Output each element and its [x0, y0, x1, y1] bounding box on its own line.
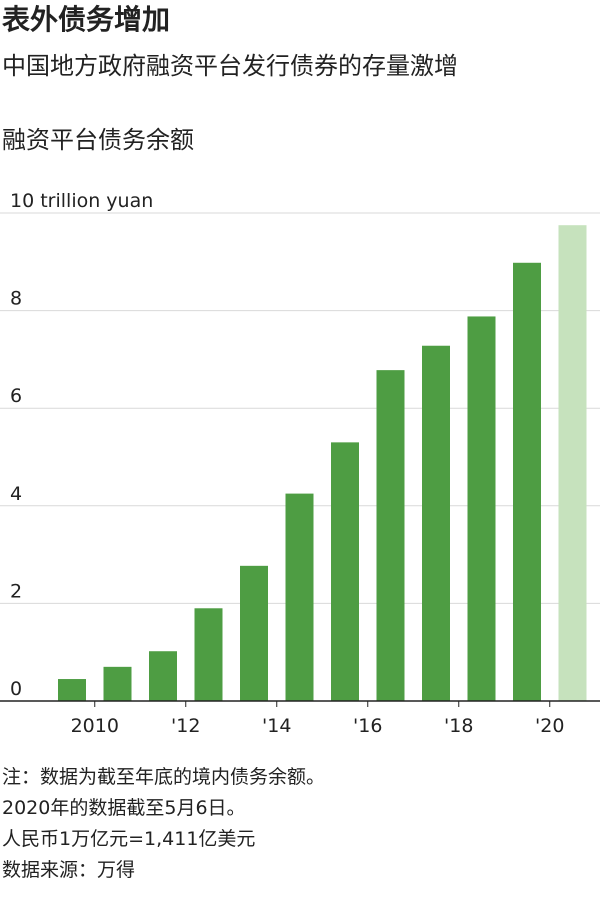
grid-lines — [0, 212, 600, 604]
bar-2018 — [467, 316, 496, 701]
y-tick-label: 4 — [10, 483, 22, 505]
note-line: 注：数据为截至年底的境内债务余额。 — [2, 766, 326, 788]
bar-chart: 0 2 4 6 8 10 trillion yuan 2010 '12 '14 '16 '18 '20 — [0, 190, 600, 737]
note-line: 2020年的数据截至5月6日。 — [2, 797, 246, 819]
bar-2011 — [149, 651, 177, 701]
y-tick-label: 8 — [10, 288, 22, 310]
y-tick-label: 2 — [10, 580, 22, 602]
footnotes: 注：数据为截至年底的境内债务余额。 2020年的数据截至5月6日。 人民币1万亿… — [2, 762, 325, 886]
bar-2012 — [194, 608, 223, 701]
page-title: 表外债务增加 — [2, 3, 171, 36]
x-tick-label: 2010 — [71, 715, 119, 737]
bar-2010 — [103, 666, 132, 701]
bars — [0, 225, 600, 707]
bar-2020 — [558, 225, 587, 701]
bar-2009 — [58, 679, 86, 701]
chart-title: 融资平台债务余额 — [2, 126, 194, 154]
bar-2013 — [240, 565, 268, 701]
bar-2015 — [331, 442, 359, 701]
y-tick-label: 6 — [10, 385, 22, 407]
x-tick-label: '20 — [535, 715, 564, 737]
y-unit-label: 10 trillion yuan — [10, 190, 153, 212]
x-tick-label: '14 — [262, 715, 291, 737]
bar-2017 — [422, 345, 450, 701]
x-tick-label: '18 — [444, 715, 473, 737]
x-tick-label: '12 — [171, 715, 200, 737]
page-subtitle: 中国地方政府融资平台发行债券的存量激增 — [2, 52, 458, 80]
x-tick-label: '16 — [353, 715, 382, 737]
bar-2014 — [285, 493, 314, 701]
note-line: 人民币1万亿元=1,411亿美元 — [2, 828, 256, 850]
source-line: 数据来源：万得 — [2, 859, 136, 881]
tick-labels: 0 2 4 6 8 10 trillion yuan 2010 '12 '14 '16 '18 '20 — [10, 190, 564, 737]
y-tick-label: 0 — [10, 678, 22, 700]
bar-2016 — [376, 370, 405, 701]
bar-2019 — [513, 262, 541, 701]
